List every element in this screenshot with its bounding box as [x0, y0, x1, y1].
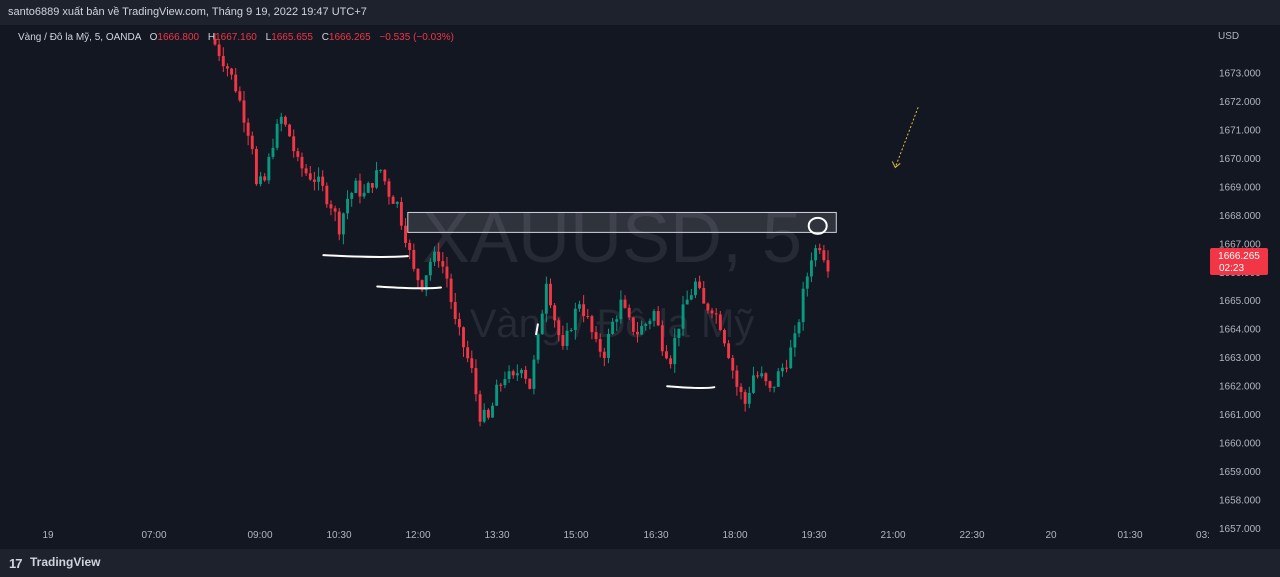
symbol-name[interactable]: Vàng / Đô la Mỹ, 5, OANDA — [18, 32, 141, 43]
tradingview-brand[interactable]: TradingView — [30, 555, 101, 569]
high-label: H — [207, 32, 216, 43]
open-label: O — [149, 32, 158, 43]
close-value: 1666.265 — [328, 32, 371, 43]
high-value: 1667.160 — [215, 32, 257, 43]
footer-bar: 17 TradingView — [0, 549, 1280, 577]
open-value: 1666.800 — [157, 32, 200, 43]
publisher-header: santo6889 xuất bản về TradingView.com, T… — [0, 0, 1280, 25]
low-label: L — [265, 32, 272, 43]
symbol-legend[interactable]: Vàng / Đô la Mỹ, 5, OANDA O1666.800 H166… — [18, 32, 454, 43]
close-label: C — [321, 32, 329, 43]
tradingview-logo-icon[interactable]: 17 — [9, 556, 23, 571]
low-value: 1665.655 — [271, 32, 313, 43]
change-value: −0.535 (−0.03%) — [379, 32, 454, 43]
chart-area[interactable] — [8, 25, 1272, 549]
